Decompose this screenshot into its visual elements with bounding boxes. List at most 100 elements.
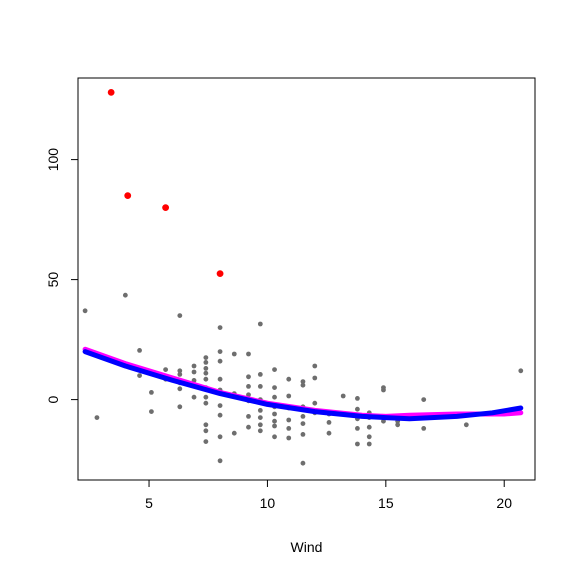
data-point [177, 372, 183, 377]
data-point [272, 434, 277, 440]
data-point [395, 422, 401, 428]
data-point [217, 376, 223, 382]
y-tick-label: 50 [45, 272, 61, 288]
data-point [355, 426, 360, 431]
data-point [326, 430, 332, 436]
x-tick-label: 15 [378, 495, 394, 511]
data-point [177, 386, 183, 392]
x-tick-label: 10 [260, 495, 276, 511]
data-point [257, 408, 263, 413]
data-point [246, 392, 251, 398]
data-point [246, 384, 251, 389]
data-point [191, 363, 197, 369]
data-point [217, 358, 223, 364]
data-point [272, 394, 277, 400]
data-point [177, 313, 183, 318]
data-point [94, 415, 100, 420]
data-point [286, 435, 292, 441]
data-point [421, 426, 427, 431]
data-point [300, 382, 306, 388]
data-point [257, 321, 263, 327]
x-axis-label: Wind [291, 539, 323, 555]
data-point [272, 423, 277, 429]
data-point [286, 376, 292, 382]
data-point [203, 394, 209, 400]
data-point [257, 372, 263, 377]
data-point [191, 394, 197, 400]
data-point [217, 434, 223, 440]
data-point [163, 367, 169, 372]
data-point [366, 434, 372, 440]
data-point [312, 363, 318, 369]
data-point [217, 403, 223, 408]
outlier-point [216, 270, 224, 277]
data-point [203, 355, 209, 360]
y-tick-label: 100 [45, 148, 61, 172]
data-point [340, 393, 346, 399]
data-point [355, 396, 360, 401]
data-point [272, 367, 277, 372]
data-point [149, 409, 154, 414]
data-point [149, 390, 154, 395]
data-point [300, 460, 306, 466]
data-point [286, 417, 292, 423]
data-point [257, 384, 263, 389]
data-point [231, 430, 237, 436]
data-point [246, 374, 251, 380]
data-point [203, 400, 209, 406]
smooth-line-blue [82, 349, 524, 422]
data-point [203, 439, 209, 444]
data-point [217, 349, 223, 354]
data-point [518, 368, 524, 374]
data-point [272, 385, 277, 390]
y-tick-label: 0 [45, 395, 61, 403]
data-point [217, 458, 223, 464]
data-point [312, 400, 318, 406]
data-point [286, 393, 292, 399]
data-point [217, 325, 223, 330]
data-point [257, 428, 263, 434]
data-point [217, 412, 223, 418]
data-point [246, 414, 251, 419]
data-point [191, 369, 197, 375]
data-point [272, 418, 277, 424]
data-point [203, 376, 209, 382]
plot-frame [77, 77, 536, 481]
data-point [272, 411, 277, 417]
data-point [203, 360, 209, 365]
data-point [177, 368, 183, 374]
data-point [203, 428, 209, 434]
data-point [286, 426, 292, 431]
x-tick-label: 20 [496, 495, 512, 511]
data-point [366, 441, 372, 447]
data-point [300, 421, 306, 426]
y-axis: 0 50 100 [45, 148, 78, 403]
data-point [137, 373, 142, 378]
outlier-point [107, 89, 115, 96]
data-point [203, 422, 209, 428]
data-point [300, 414, 306, 419]
data-point [177, 404, 183, 410]
data-point [231, 351, 237, 357]
outlier-point [162, 204, 170, 212]
x-tick-label: 5 [145, 495, 153, 511]
data-marks [82, 89, 524, 466]
data-point [355, 441, 360, 447]
data-point [326, 420, 332, 425]
data-point [246, 424, 251, 430]
data-point [463, 422, 469, 428]
x-axis: 5 10 15 20 [145, 480, 512, 511]
data-point [203, 366, 209, 371]
outlier-point [124, 192, 132, 200]
data-point [381, 387, 386, 393]
data-point [82, 308, 88, 314]
data-point [246, 351, 251, 357]
data-point [257, 422, 263, 428]
data-point [203, 370, 209, 376]
data-point [122, 292, 128, 298]
data-point [355, 406, 360, 412]
data-point [300, 379, 306, 384]
data-point [366, 424, 372, 430]
data-point [257, 415, 263, 420]
